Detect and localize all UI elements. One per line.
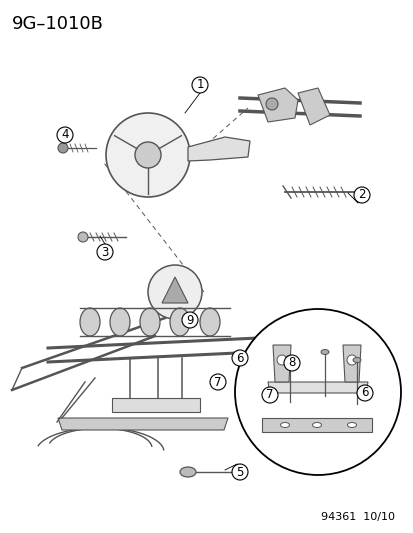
- Polygon shape: [342, 345, 360, 382]
- Circle shape: [235, 309, 400, 475]
- Circle shape: [353, 187, 369, 203]
- Circle shape: [346, 355, 356, 365]
- Polygon shape: [188, 137, 249, 161]
- Circle shape: [283, 355, 299, 371]
- Ellipse shape: [170, 308, 190, 336]
- Circle shape: [192, 77, 207, 93]
- Polygon shape: [161, 277, 188, 303]
- Polygon shape: [297, 88, 329, 125]
- Ellipse shape: [180, 467, 195, 477]
- Ellipse shape: [80, 308, 100, 336]
- Circle shape: [97, 244, 113, 260]
- Ellipse shape: [285, 356, 293, 360]
- Ellipse shape: [347, 423, 356, 427]
- Text: 7: 7: [266, 389, 273, 401]
- Text: 9: 9: [186, 313, 193, 327]
- Text: 94361  10/10: 94361 10/10: [320, 512, 394, 522]
- Ellipse shape: [312, 423, 321, 427]
- Ellipse shape: [280, 423, 289, 427]
- Ellipse shape: [110, 308, 130, 336]
- Ellipse shape: [140, 308, 159, 336]
- Polygon shape: [58, 418, 228, 430]
- Circle shape: [182, 312, 197, 328]
- Polygon shape: [267, 382, 367, 393]
- Text: 6: 6: [361, 386, 368, 400]
- Polygon shape: [112, 398, 199, 412]
- Circle shape: [231, 464, 247, 480]
- Circle shape: [147, 265, 202, 319]
- Ellipse shape: [352, 358, 360, 362]
- Text: 7: 7: [214, 376, 221, 389]
- Polygon shape: [261, 418, 371, 432]
- Circle shape: [209, 374, 225, 390]
- Circle shape: [78, 232, 88, 242]
- Text: 2: 2: [357, 189, 365, 201]
- Polygon shape: [257, 88, 297, 122]
- Circle shape: [57, 127, 73, 143]
- Text: 3: 3: [101, 246, 109, 259]
- Text: 5: 5: [236, 465, 243, 479]
- Text: 6: 6: [236, 351, 243, 365]
- Text: 1: 1: [196, 78, 203, 92]
- Ellipse shape: [320, 350, 328, 354]
- Text: 4: 4: [61, 128, 69, 141]
- Circle shape: [266, 98, 277, 110]
- Circle shape: [276, 355, 286, 365]
- Text: 9G–1010B: 9G–1010B: [12, 15, 104, 33]
- Ellipse shape: [199, 308, 219, 336]
- Text: 8: 8: [287, 357, 295, 369]
- Circle shape: [58, 143, 68, 153]
- Circle shape: [135, 142, 161, 168]
- Polygon shape: [272, 345, 290, 382]
- Circle shape: [231, 350, 247, 366]
- Circle shape: [106, 113, 190, 197]
- Circle shape: [356, 385, 372, 401]
- Circle shape: [261, 387, 277, 403]
